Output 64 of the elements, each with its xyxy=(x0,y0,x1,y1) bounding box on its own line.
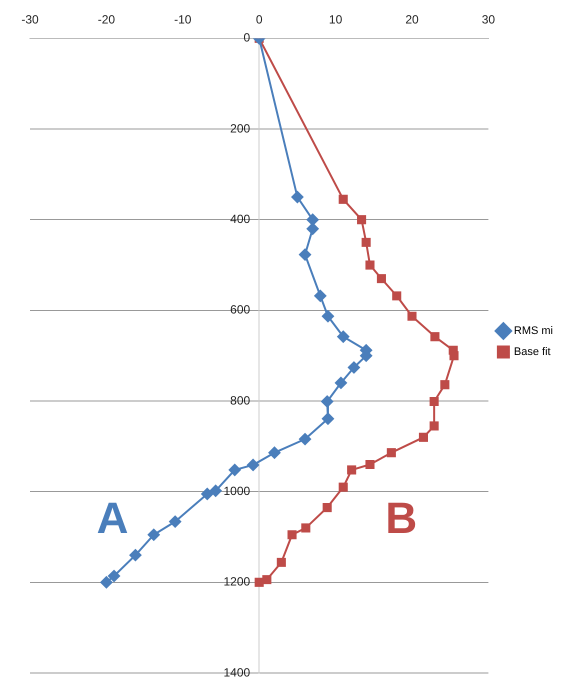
point xyxy=(306,214,319,226)
point xyxy=(100,576,112,588)
point xyxy=(306,222,319,235)
point xyxy=(247,458,260,471)
x-tick-label: 0 xyxy=(256,12,263,27)
point xyxy=(276,558,286,567)
point xyxy=(299,433,312,446)
y-tick-label: 0 xyxy=(244,30,251,45)
legend-label: Base fit xyxy=(514,346,551,358)
point xyxy=(365,260,375,270)
y-tick-label: 1200 xyxy=(223,574,251,589)
point xyxy=(322,503,332,512)
point xyxy=(291,191,304,204)
point xyxy=(365,460,375,470)
annotation: B xyxy=(385,494,418,543)
point xyxy=(228,464,241,476)
legend-label: RMS mi xyxy=(514,325,553,338)
point xyxy=(262,575,272,584)
point xyxy=(129,549,142,562)
point xyxy=(430,396,439,406)
point xyxy=(108,570,120,582)
y-tick-label: 800 xyxy=(230,393,251,408)
y-tick-label: 400 xyxy=(230,212,251,226)
point xyxy=(357,215,366,224)
point xyxy=(301,523,310,532)
point xyxy=(337,330,350,343)
point xyxy=(321,395,334,408)
point xyxy=(347,465,356,474)
point xyxy=(338,194,348,204)
point xyxy=(440,380,450,390)
point xyxy=(322,310,334,322)
y-tick-label: 200 xyxy=(230,121,251,136)
x-tick-label: 20 xyxy=(405,12,419,27)
x-tick-label: -30 xyxy=(21,12,39,27)
point xyxy=(201,488,214,500)
point xyxy=(449,351,459,360)
point xyxy=(254,578,264,587)
point xyxy=(338,482,348,492)
point xyxy=(299,248,312,261)
point xyxy=(334,376,347,389)
point xyxy=(407,312,417,321)
y-tick-label: 1000 xyxy=(223,484,251,498)
x-tick-label: -20 xyxy=(98,12,116,27)
x-tick-label: 10 xyxy=(328,12,343,27)
point xyxy=(288,530,297,540)
point xyxy=(148,528,160,541)
point xyxy=(210,484,222,497)
point xyxy=(362,238,371,247)
y-tick-label: 1400 xyxy=(223,665,251,680)
y-tick-label: 600 xyxy=(230,302,251,317)
point xyxy=(268,446,280,459)
point xyxy=(392,291,402,300)
point xyxy=(322,412,334,425)
point xyxy=(314,290,326,302)
point xyxy=(430,332,440,342)
point xyxy=(386,448,396,458)
x-tick-label: 30 xyxy=(482,12,496,27)
point xyxy=(418,432,428,442)
point xyxy=(169,516,182,528)
point xyxy=(376,274,386,284)
annotation: A xyxy=(96,494,128,543)
point xyxy=(430,421,439,430)
point xyxy=(348,361,360,374)
x-tick-label: -10 xyxy=(174,12,192,27)
